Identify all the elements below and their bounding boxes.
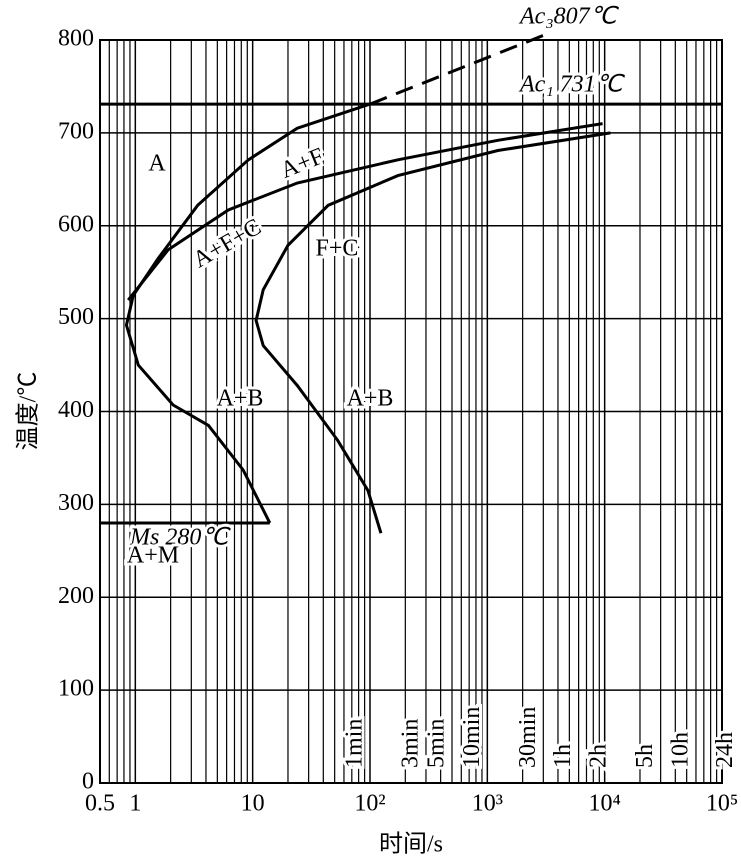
- x-axis-label: 时间/s: [379, 831, 443, 858]
- x-tick-label: 0.5: [85, 791, 115, 817]
- y-tick-label: 700: [58, 118, 94, 144]
- region-label: A+B: [347, 386, 394, 412]
- time-mark-label: 2h: [585, 744, 611, 768]
- time-mark-label: 5min: [423, 719, 449, 768]
- y-tick-label: 600: [58, 211, 94, 237]
- region-label: A: [148, 151, 166, 177]
- region-label: A+F+C: [189, 214, 266, 273]
- curve: [254, 131, 611, 534]
- x-tick-label: 10⁵: [706, 791, 738, 817]
- plot-frame: [99, 39, 723, 784]
- series-label: Ac₃807℃: [518, 4, 620, 30]
- curve: [127, 122, 603, 301]
- y-tick-label: 0: [82, 769, 94, 795]
- time-mark-label: 24h: [712, 732, 738, 768]
- y-tick-label: 400: [58, 397, 94, 423]
- y-tick-label: 300: [58, 490, 94, 516]
- y-tick-label: 100: [58, 676, 94, 702]
- curve: [369, 32, 549, 106]
- time-mark-label: 10h: [667, 732, 693, 768]
- region-label: F+C: [316, 236, 359, 262]
- region-label: A+M: [127, 543, 179, 569]
- curve: [124, 102, 371, 524]
- y-axis-label: 温度/℃: [15, 372, 42, 451]
- time-mark-label: 10min: [459, 707, 485, 768]
- time-mark-label: 5h: [632, 744, 658, 768]
- time-mark-label: 30min: [515, 707, 541, 768]
- time-mark-label: 3min: [397, 719, 423, 768]
- y-tick-label: 800: [58, 26, 94, 52]
- reference-label: Ac₁ 731℃: [518, 72, 626, 98]
- time-mark-label: 1h: [550, 744, 576, 768]
- x-tick-label: 10²: [354, 791, 385, 817]
- y-tick-label: 200: [58, 583, 94, 609]
- x-tick-label: 1: [129, 791, 141, 817]
- x-tick-label: 10: [241, 791, 265, 817]
- y-tick-label: 500: [58, 304, 94, 330]
- region-label: A+B: [217, 386, 264, 412]
- time-mark-label: 1min: [341, 719, 367, 768]
- x-tick-label: 10³: [472, 791, 503, 817]
- x-tick-label: 10⁴: [588, 791, 620, 817]
- reference-label: Ms 280℃: [129, 524, 231, 550]
